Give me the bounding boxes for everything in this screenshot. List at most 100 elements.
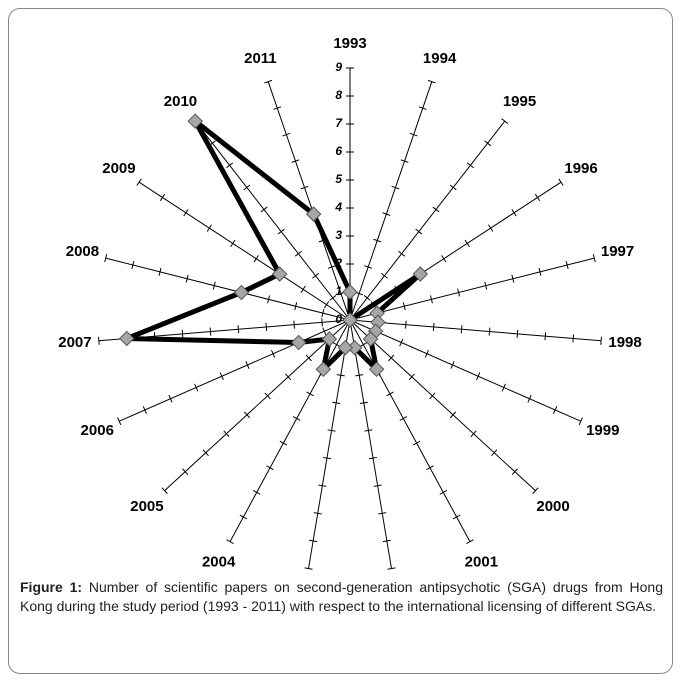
tick-mark [488,224,494,232]
tick-mark [382,212,391,216]
tick-mark [432,206,440,213]
tick-mark [355,374,364,377]
figure-frame [8,8,673,674]
tick-mark [168,394,173,403]
tick-mark [429,392,436,400]
tick-mark [364,265,373,269]
category-label: 2011 [244,50,277,67]
category-label: 1994 [423,50,457,67]
tick-mark [332,342,341,347]
r-tick-label: 1 [335,284,342,298]
tick-mark [427,79,436,84]
data-marker [187,113,203,129]
tick-mark [253,255,259,263]
data-marker [412,266,429,282]
tick-mark [412,440,421,446]
axis-line [349,257,595,321]
tick-mark [271,349,276,358]
tick-mark [181,329,184,338]
tick-mark [572,334,575,343]
axis-line [229,319,351,542]
tick-mark [565,261,569,270]
tick-mark [511,274,515,283]
tick-mark [304,567,313,570]
category-label: 2000 [536,498,569,515]
tick-mark [266,465,274,471]
tick-mark [285,373,292,381]
tick-mark [321,318,323,327]
category-label: 1995 [503,93,536,110]
tick-mark [318,484,327,487]
tick-mark [364,429,373,432]
r-tick-label: 4 [334,200,342,214]
data-marker [368,361,385,378]
tick-mark [600,336,602,345]
tick-mark [380,272,388,279]
tick-mark [424,349,429,358]
tick-mark [277,228,285,235]
tick-mark [321,309,325,318]
tick-mark [511,209,517,217]
tick-mark [98,336,100,345]
axis-line [164,319,351,492]
tick-mark [292,416,301,421]
tick-mark [323,301,330,309]
tick-mark [400,159,409,163]
category-label: 1996 [564,160,597,177]
data-marker [321,331,338,347]
category-label: 2005 [130,498,163,515]
tick-mark [449,411,457,419]
tick-mark [265,322,268,331]
tick-mark [306,391,314,397]
category-label: 1998 [608,334,641,351]
tick-mark [329,295,337,301]
category-label: 1999 [586,422,619,439]
r-tick-label: 6 [335,144,342,158]
tick-mark [237,325,240,334]
tick-mark [142,406,147,414]
tick-mark [398,250,406,257]
tick-mark [441,255,447,263]
tick-mark [305,354,312,362]
tick-mark [202,449,209,457]
tick-mark [373,238,382,243]
data-marker [233,284,250,301]
tick-mark [476,372,481,381]
tick-mark [373,484,382,487]
r-tick-label: 9 [335,60,342,74]
tick-mark [312,272,320,279]
tick-mark [336,374,345,377]
tick-mark [404,320,407,329]
tick-mark [182,468,189,475]
tick-mark [159,193,166,202]
tick-mark [534,193,541,202]
data-marker [369,305,385,321]
tick-mark [309,539,318,543]
tick-mark [267,295,271,304]
tick-mark [415,228,423,235]
tick-mark [226,539,234,544]
tick-mark [399,338,404,347]
tick-mark [408,373,415,381]
data-marker [118,330,135,347]
tick-mark [264,79,273,84]
tick-mark [158,267,162,276]
tick-mark [387,567,396,570]
tick-mark [245,361,250,369]
category-label: 2001 [465,554,498,570]
data-marker [315,361,332,378]
tick-mark [279,440,288,446]
tick-mark [378,512,387,515]
tick-mark [322,327,327,336]
tick-mark [558,178,564,186]
tick-mark [466,162,474,169]
data-marker [305,206,322,222]
tick-mark [212,281,216,290]
tick-mark [382,539,391,543]
tick-mark [532,487,539,494]
data-marker [346,339,363,356]
tick-mark [391,185,400,190]
tick-mark [243,411,251,419]
category-label: 2010 [164,93,197,110]
